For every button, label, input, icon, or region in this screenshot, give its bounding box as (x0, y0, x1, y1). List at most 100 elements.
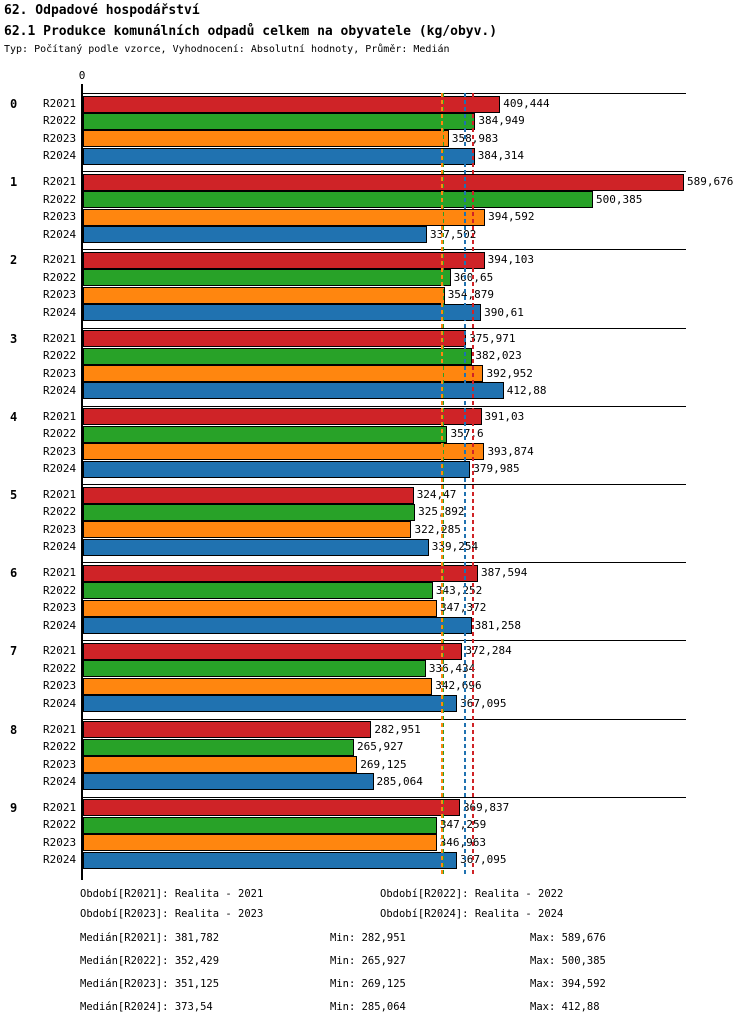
bar-R2022 (83, 816, 437, 834)
series-row-label: R2023 (43, 444, 77, 458)
group-label: 4 (10, 409, 18, 424)
bar-value-label: 347,372 (440, 601, 486, 614)
group-label: 1 (10, 175, 18, 190)
stat-max-r2022: Max: 500,385 (530, 955, 606, 967)
series-row-label: R2022 (43, 114, 77, 128)
series-row-label: R2024 (43, 383, 77, 397)
median-line-R2022 (442, 93, 445, 877)
bar-value-label: 367,095 (460, 696, 507, 710)
series-row-label: R2022 (43, 270, 77, 284)
median-line-R2023 (440, 93, 443, 877)
legend-item-r2022: Období[R2022]: Realita - 2022 (380, 888, 564, 900)
bar-value-label: 382,023 (475, 349, 522, 363)
series-row-label: R2021 (43, 409, 77, 423)
bar-value-label: 394,103 (487, 253, 535, 267)
bar-value-label: 343,252 (435, 583, 483, 597)
bar-R2023 (83, 443, 485, 461)
bar-R2024 (83, 617, 472, 635)
bar-value-label: 392,952 (486, 366, 533, 380)
series-row-label: R2024 (43, 305, 77, 319)
bar-R2021 (83, 330, 467, 348)
bar-value-label: 342,696 (435, 679, 482, 693)
median-line-R2024 (463, 93, 466, 877)
bar-R2024 (83, 773, 374, 791)
stat-min-r2024: Min: 285,064 (330, 1001, 406, 1013)
stat-max-r2024: Max: 412,88 (530, 1001, 600, 1013)
bar-value-label: 367,095 (460, 853, 507, 867)
bar-R2021 (83, 642, 463, 660)
stat-max-r2023: Max: 394,592 (530, 978, 606, 990)
series-row-label: R2021 (43, 722, 77, 736)
bar-R2022 (83, 191, 593, 209)
bar-R2024 (83, 460, 471, 478)
bar-R2022 (83, 269, 451, 287)
group-separator-line (81, 93, 686, 94)
bar-value-label: 375,971 (469, 331, 516, 345)
series-row-label: R2023 (43, 131, 77, 145)
stat-max-r2021: Max: 589,676 (530, 932, 606, 944)
bar-R2022 (83, 582, 433, 600)
bar-value-label: 412,88 (506, 383, 547, 397)
bar-value-label: 384,949 (478, 114, 525, 128)
series-row-label: R2023 (43, 210, 77, 224)
bar-R2022 (83, 425, 448, 443)
bar-value-label: 393,874 (487, 444, 534, 458)
stat-min-r2023: Min: 269,125 (330, 978, 406, 990)
series-row-label: R2024 (43, 696, 77, 710)
series-row-label: R2021 (43, 175, 77, 189)
legend-item-r2023: Období[R2023]: Realita - 2023 (80, 908, 264, 920)
series-row-label: R2022 (43, 583, 77, 597)
series-row-label: R2024 (43, 774, 77, 788)
bar-value-label: 285,064 (376, 774, 423, 788)
series-row-label: R2021 (43, 644, 77, 658)
bar-value-label: 379,985 (473, 462, 520, 476)
series-row-label: R2021 (43, 331, 77, 345)
bar-R2021 (83, 173, 684, 191)
bar-value-label: 409,444 (503, 97, 550, 110)
series-row-label: R2021 (43, 97, 77, 110)
bar-value-label: 354,879 (447, 288, 495, 302)
bar-R2022 (83, 503, 416, 521)
group-separator-line (81, 796, 686, 798)
series-row-label: R2022 (43, 427, 77, 441)
series-row-label: R2022 (43, 818, 77, 832)
series-row-label: R2021 (43, 800, 77, 814)
bar-R2023 (83, 130, 449, 148)
bar-R2022 (83, 347, 473, 365)
stat-median-r2024: Medián[R2024]: 373,54 (80, 1001, 213, 1013)
bar-value-label: 282,951 (374, 722, 421, 736)
bar-R2021 (83, 251, 485, 269)
series-row-label: R2022 (43, 349, 77, 363)
series-row-label: R2023 (43, 757, 77, 771)
bar-R2021 (83, 95, 501, 113)
group-label: 2 (10, 253, 18, 268)
series-row-label: R2021 (43, 488, 77, 501)
series-row-label: R2023 (43, 522, 77, 536)
bar-R2024 (83, 695, 458, 713)
series-row-label: R2024 (43, 853, 77, 867)
group-label: 9 (10, 800, 18, 815)
series-row-label: R2023 (43, 288, 77, 302)
group-label: 0 (10, 97, 18, 111)
bar-R2023 (83, 208, 486, 226)
stat-min-r2021: Min: 282,951 (330, 932, 406, 944)
bar-value-label: 369,837 (462, 800, 510, 814)
series-row-label: R2023 (43, 601, 77, 615)
axis-zero-tick (81, 84, 83, 93)
chart-subtitle: Typ: Počítaný podle vzorce, Vyhodnocení:… (4, 44, 450, 55)
bar-R2021 (83, 799, 460, 817)
bar-value-label: 394,592 (488, 210, 535, 224)
chart-title: 62.1 Produkce komunálních odpadů celkem … (4, 24, 498, 39)
series-row-label: R2022 (43, 740, 77, 754)
bar-value-label: 381,258 (474, 618, 521, 632)
bar-value-label: 347,259 (440, 818, 486, 831)
series-row-label: R2023 (43, 835, 77, 849)
bar-value-label: 589,676 (687, 175, 734, 189)
bar-value-label: 269,125 (360, 757, 407, 771)
series-row-label: R2022 (43, 661, 77, 675)
series-row-label: R2024 (43, 540, 77, 554)
series-row-label: R2024 (43, 227, 77, 241)
bar-value-label: 500,385 (595, 192, 643, 206)
bar-R2022 (83, 112, 476, 130)
